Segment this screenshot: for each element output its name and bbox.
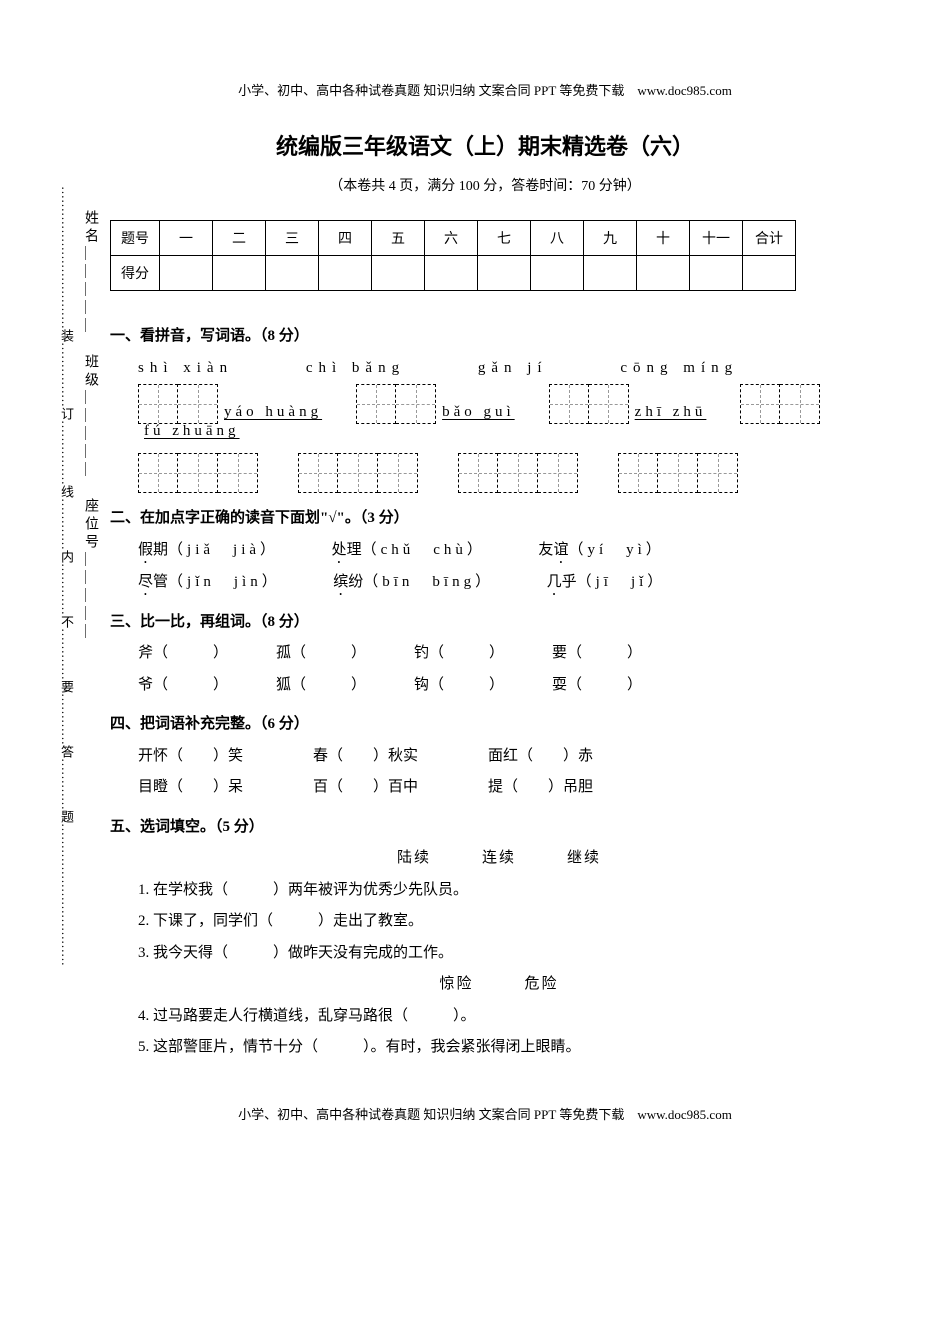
tianzi-pair[interactable]	[740, 384, 820, 424]
word-pair-item: 孤（ ）	[276, 638, 366, 670]
score-cell[interactable]	[478, 256, 531, 291]
score-col-1: 一	[160, 221, 213, 256]
tianzi-row-1: yáo huàng bǎo guì zhī zhū fú zhuāng	[138, 384, 860, 443]
section-3-head: 三、比一比，再组词。（8 分）	[110, 607, 860, 639]
question-5-4: 4. 过马路要走人行横道线，乱穿马路很（ ）。	[138, 1001, 860, 1033]
pinyin-word: chì bǎng	[306, 360, 405, 376]
score-cell[interactable]	[531, 256, 584, 291]
score-cell[interactable]	[743, 256, 796, 291]
score-header-row: 题号 一 二 三 四 五 六 七 八 九 十 十一 合计	[111, 221, 796, 256]
score-col-3: 三	[266, 221, 319, 256]
score-cell[interactable]	[160, 256, 213, 291]
binding-margin: ……………………………装……………订……………线…………内…………不…………要……	[50, 30, 100, 1123]
score-cell[interactable]	[425, 256, 478, 291]
word-bank-1: 陆续 连续 继续	[138, 843, 860, 875]
word-pair-item: 斧（ ）	[138, 638, 228, 670]
reading-item: 缤纷（bīn bīng）	[333, 574, 486, 590]
reading-item: 几乎（jī jǐ）	[547, 574, 667, 590]
reading-item: 假期（jiǎ jià）	[138, 542, 272, 558]
section-5-head: 五、选词填空。（5 分）	[110, 812, 860, 844]
pinyin-word: gǎn jí	[478, 360, 548, 376]
score-col-8: 八	[531, 221, 584, 256]
section-5-content: 陆续 连续 继续 1. 在学校我（ ）两年被评为优秀少先队员。 2. 下课了，同…	[138, 843, 860, 1064]
exam-subtitle: （本卷共 4 页，满分 100 分，答卷时间：70 分钟）	[110, 175, 860, 195]
question-5-2: 2. 下课了，同学们（ ）走出了教室。	[138, 906, 860, 938]
binding-labels: 姓名＿＿＿＿＿ 班级＿＿＿＿＿ 座位号＿＿＿＿＿	[80, 210, 100, 642]
idiom-blank: 目瞪（ ）呆	[138, 772, 243, 804]
question-5-1: 1. 在学校我（ ）两年被评为优秀少先队员。	[138, 875, 860, 907]
score-cell[interactable]	[372, 256, 425, 291]
idiom-blank: 开怀（ ）笑	[138, 741, 243, 773]
score-col-2: 二	[213, 221, 266, 256]
word-bank-2: 惊险 危险	[138, 969, 860, 1001]
question-5-5: 5. 这部警匪片，情节十分（ ）。有时，我会紧张得闭上眼睛。	[138, 1032, 860, 1064]
score-col-label: 题号	[111, 221, 160, 256]
score-col-7: 七	[478, 221, 531, 256]
reading-item: 友谊（yí yì）	[538, 542, 664, 558]
score-row-label: 得分	[111, 256, 160, 291]
pinyin-inline: yáo huàng	[218, 405, 328, 424]
score-col-total: 合计	[743, 221, 796, 256]
word-pair-item: 爷（ ）	[138, 670, 228, 702]
section-2-content: 假期（jiǎ jià） 处理（chǔ chù） 友谊（yí yì） 尽管（jǐn …	[138, 535, 860, 599]
pinyin-inline: zhī zhū	[629, 405, 713, 424]
word-pair-item: 狐（ ）	[276, 670, 366, 702]
section-4-head: 四、把词语补充完整。（6 分）	[110, 709, 860, 741]
tianzi-pair[interactable]	[356, 384, 436, 424]
score-cell[interactable]	[690, 256, 743, 291]
question-5-3: 3. 我今天得（ ）做昨天没有完成的工作。	[138, 938, 860, 970]
idiom-blank: 春（ ）秋实	[313, 741, 418, 773]
binding-dots: ……………………………装……………订……………线…………内…………不…………要……	[57, 30, 76, 1123]
tianzi-pair[interactable]	[618, 453, 738, 493]
tianzi-row-2	[138, 453, 860, 493]
tianzi-pair[interactable]	[298, 453, 418, 493]
pinyin-inline: fú zhuāng	[138, 424, 246, 443]
score-col-5: 五	[372, 221, 425, 256]
section-2-head: 二、在加点字正确的读音下面划"√"。（3 分）	[110, 503, 860, 535]
score-value-row: 得分	[111, 256, 796, 291]
score-col-11: 十一	[690, 221, 743, 256]
score-cell[interactable]	[637, 256, 690, 291]
score-cell[interactable]	[319, 256, 372, 291]
idiom-blank: 百（ ）百中	[313, 772, 418, 804]
reading-item: 处理（chǔ chù）	[332, 542, 479, 558]
word-pair-item: 耍（ ）	[552, 670, 642, 702]
pinyin-inline: bǎo guì	[436, 405, 521, 424]
tianzi-pair[interactable]	[138, 384, 218, 424]
word-pair-item: 钓（ ）	[414, 638, 504, 670]
tianzi-pair[interactable]	[458, 453, 578, 493]
idiom-blank: 提（ ）吊胆	[488, 772, 593, 804]
section-3-content: 斧（ ） 孤（ ） 钓（ ） 要（ ） 爷（ ） 狐（ ） 钩（ ） 耍（ ）	[138, 638, 860, 701]
idiom-blank: 面红（ ）赤	[488, 741, 593, 773]
section-1-head: 一、看拼音，写词语。（8 分）	[110, 321, 860, 353]
score-col-9: 九	[584, 221, 637, 256]
header-note: 小学、初中、高中各种试卷真题 知识归纳 文案合同 PPT 等免费下载 www.d…	[110, 80, 860, 99]
pinyin-word: cōng míng	[620, 360, 738, 376]
score-cell[interactable]	[266, 256, 319, 291]
footer-note: 小学、初中、高中各种试卷真题 知识归纳 文案合同 PPT 等免费下载 www.d…	[110, 1104, 860, 1123]
score-col-10: 十	[637, 221, 690, 256]
score-col-4: 四	[319, 221, 372, 256]
score-cell[interactable]	[213, 256, 266, 291]
exam-title: 统编版三年级语文（上）期末精选卷（六）	[110, 129, 860, 161]
score-col-6: 六	[425, 221, 478, 256]
score-table: 题号 一 二 三 四 五 六 七 八 九 十 十一 合计 得分	[110, 220, 796, 291]
reading-item: 尽管（jǐn jìn）	[138, 574, 273, 590]
word-pair-item: 要（ ）	[552, 638, 642, 670]
section-4-content: 开怀（ ）笑 春（ ）秋实 面红（ ）赤 目瞪（ ）呆 百（ ）百中 提（ ）吊…	[138, 741, 860, 804]
score-cell[interactable]	[584, 256, 637, 291]
word-pair-item: 钩（ ）	[414, 670, 504, 702]
pinyin-row-1: shì xiàn chì bǎng gǎn jí cōng míng	[138, 353, 860, 385]
tianzi-pair[interactable]	[138, 453, 258, 493]
tianzi-pair[interactable]	[549, 384, 629, 424]
pinyin-word: shì xiàn	[138, 360, 233, 376]
